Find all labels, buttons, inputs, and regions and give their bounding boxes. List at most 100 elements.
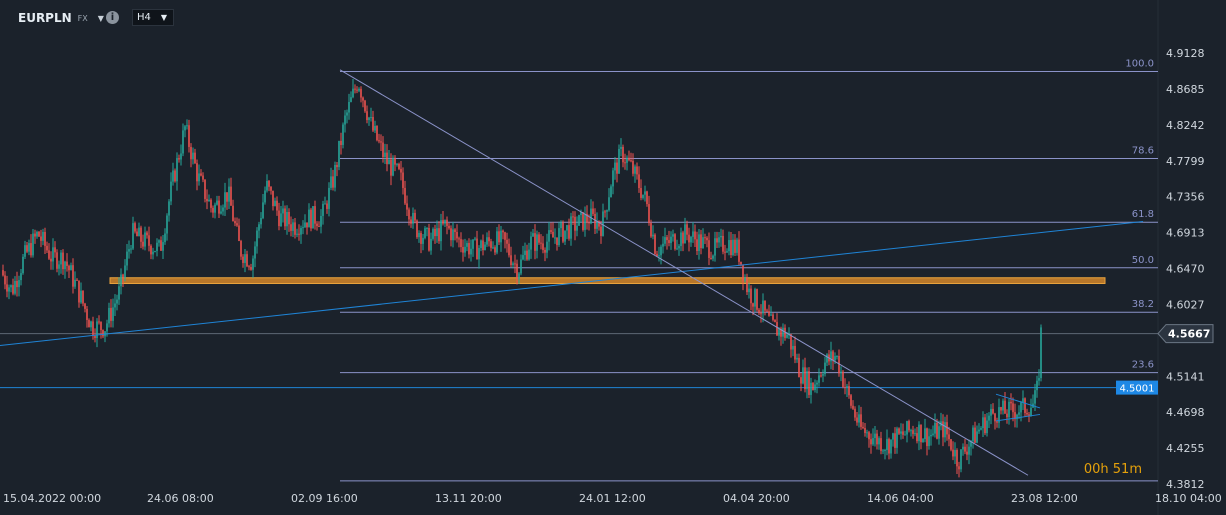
candle-body xyxy=(410,219,412,224)
timeframe-selector[interactable]: H4 ▼ xyxy=(132,9,174,26)
candle-body xyxy=(180,153,182,160)
candle-body xyxy=(506,239,508,244)
candle-body xyxy=(334,164,336,188)
candle-body xyxy=(346,112,348,116)
candle-body xyxy=(586,213,588,223)
candle-body xyxy=(1024,398,1026,413)
candle-body xyxy=(440,220,442,242)
candle-body xyxy=(1040,327,1042,379)
candle-body xyxy=(444,219,446,224)
candle-body xyxy=(2,270,4,276)
candle-body xyxy=(802,367,804,384)
candle-body xyxy=(240,241,242,257)
candle-body xyxy=(716,238,718,243)
candle-body xyxy=(192,152,194,160)
candle-body xyxy=(354,88,356,90)
candle-body xyxy=(482,240,484,251)
candle-body xyxy=(512,263,514,265)
candle-body xyxy=(666,237,668,241)
candle-body xyxy=(268,180,270,187)
candle-body xyxy=(66,261,68,266)
candle-body xyxy=(160,240,162,251)
candle-body xyxy=(848,385,850,396)
candle-body xyxy=(320,215,322,227)
candle-body xyxy=(176,158,178,182)
candle-body xyxy=(686,224,688,235)
candle-body xyxy=(384,152,386,158)
candle-body xyxy=(968,446,970,455)
candle-body xyxy=(888,439,890,454)
candle-body xyxy=(668,240,670,244)
candle-body xyxy=(704,237,706,239)
candle-body xyxy=(750,288,752,304)
candle-body xyxy=(1022,398,1024,403)
candle-body xyxy=(610,186,612,198)
candle-body xyxy=(200,173,202,176)
info-circle-icon[interactable]: i xyxy=(106,11,119,24)
candle-body xyxy=(518,273,520,280)
candle-body xyxy=(1030,407,1032,416)
candle-body xyxy=(858,414,860,423)
candle-body xyxy=(510,255,512,265)
candle-body xyxy=(218,200,220,214)
candle-body xyxy=(338,140,340,168)
candle-body xyxy=(544,249,546,253)
candle-body xyxy=(552,231,554,238)
candle-body xyxy=(700,234,702,249)
candle-body xyxy=(620,146,622,149)
candle-body xyxy=(1008,401,1010,418)
candle-body xyxy=(412,212,414,224)
fib-level-label: 100.0 xyxy=(1125,58,1154,69)
candle-body xyxy=(244,254,246,263)
candle-body xyxy=(222,207,224,212)
candle-body xyxy=(822,374,824,376)
candle-body xyxy=(490,241,492,248)
candle-body xyxy=(394,157,396,165)
candle-body xyxy=(302,227,304,229)
candle-body xyxy=(714,238,716,256)
candle-body xyxy=(262,202,264,219)
candle-body xyxy=(728,240,730,252)
candle-body xyxy=(594,213,596,229)
candle-body xyxy=(58,264,60,269)
candle-body xyxy=(500,230,502,243)
candle-body xyxy=(316,223,318,227)
candle-body xyxy=(936,422,938,439)
candle-body xyxy=(758,309,760,314)
candle-body xyxy=(800,377,802,384)
candle-body xyxy=(548,230,550,242)
y-axis-tick-label: 4.3812 xyxy=(1166,478,1205,491)
candle-body xyxy=(448,225,450,229)
candle-body xyxy=(210,199,212,208)
candle-body xyxy=(934,422,936,434)
candle-body xyxy=(894,433,896,448)
candle-body xyxy=(40,236,42,241)
candle-body xyxy=(592,208,594,214)
candle-body xyxy=(32,233,34,256)
candle-body xyxy=(170,181,172,202)
candle-body xyxy=(982,417,984,429)
candle-body xyxy=(390,159,392,176)
fib-level-label: 50.0 xyxy=(1132,255,1154,266)
candle-body xyxy=(432,228,434,239)
symbol-selector[interactable]: EURPLN FX ▼ xyxy=(18,8,104,28)
candle-body xyxy=(514,263,516,265)
candle-body xyxy=(550,230,552,232)
candle-body xyxy=(64,261,66,270)
candle-body xyxy=(612,170,614,187)
candle-body xyxy=(492,247,494,249)
candle-body xyxy=(112,307,114,321)
candle-body xyxy=(118,286,120,300)
candle-body xyxy=(534,233,536,251)
candle-body xyxy=(814,384,816,391)
caret-down-icon[interactable]: ▼ xyxy=(97,13,104,23)
candle-body xyxy=(220,211,222,214)
candle-body xyxy=(452,229,454,241)
candle-body xyxy=(956,450,958,467)
candle-body xyxy=(402,172,404,188)
candle-body xyxy=(184,126,186,131)
candle-body xyxy=(344,115,346,125)
x-axis-tick-label: 18.10 04:00 xyxy=(1155,492,1222,505)
candle-body xyxy=(8,287,10,292)
